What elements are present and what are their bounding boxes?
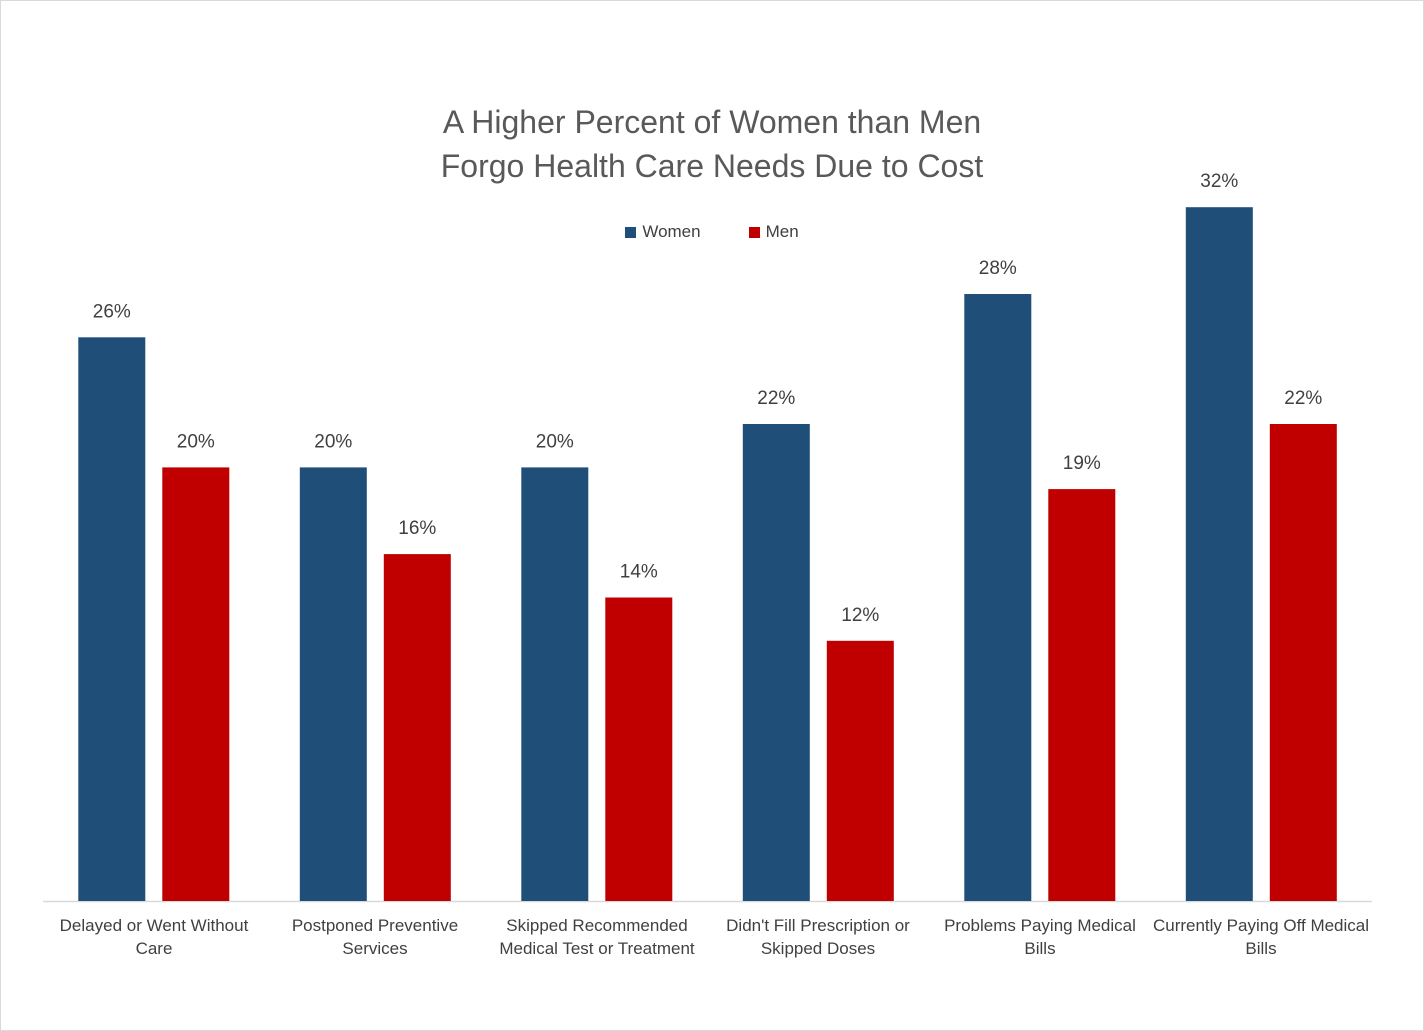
category-label: Postponed Preventive Services [291,916,459,958]
data-label-men: 22% [1284,388,1322,409]
chart-title: A Higher Percent of Women than Men Forgo… [0,100,1424,188]
data-label-men: 19% [1063,453,1101,474]
data-label-women: 32% [1200,171,1238,192]
data-label-women: 20% [536,431,574,452]
bar-women [1185,207,1253,901]
legend-label-men: Men [765,222,799,241]
data-label-men: 14% [620,562,658,583]
data-label-men: 16% [398,518,436,539]
legend-item-women: Women [625,222,701,242]
category-label: Currently Paying Off Medical Bills [1152,916,1370,958]
data-label-men: 12% [841,605,879,626]
legend-swatch-women [625,226,637,238]
bar-men [1269,424,1337,901]
legend-item-men: Men [748,222,799,242]
bar-men [383,554,451,901]
category-label: Didn't Fill Prescription or Skipped Dose… [726,916,910,958]
bar-women [521,467,589,901]
bar-men [605,597,673,901]
data-label-women: 26% [93,301,131,322]
chart-title-line-1: A Higher Percent of Women than Men [442,104,982,140]
category-label: Skipped Recommended Medical Test or Trea… [499,916,695,958]
legend-label-women: Women [642,222,701,241]
bar-men [1048,489,1116,901]
bar-women [964,294,1032,901]
chart-legend: Women Men [0,222,1424,242]
bar-women [742,424,810,901]
data-label-women: 22% [757,388,795,409]
category-label: Problems Paying Medical Bills [944,916,1136,958]
bar-women [78,337,146,901]
data-label-women: 28% [979,258,1017,279]
bar-women [299,467,367,901]
bar-men [826,640,894,901]
legend-swatch-men [748,226,760,238]
data-label-men: 20% [177,431,215,452]
data-label-women: 20% [314,431,352,452]
chart-title-line-2: Forgo Health Care Needs Due to Cost [440,148,984,184]
category-label: Delayed or Went Without Care [59,916,249,958]
bar-men [162,467,230,901]
